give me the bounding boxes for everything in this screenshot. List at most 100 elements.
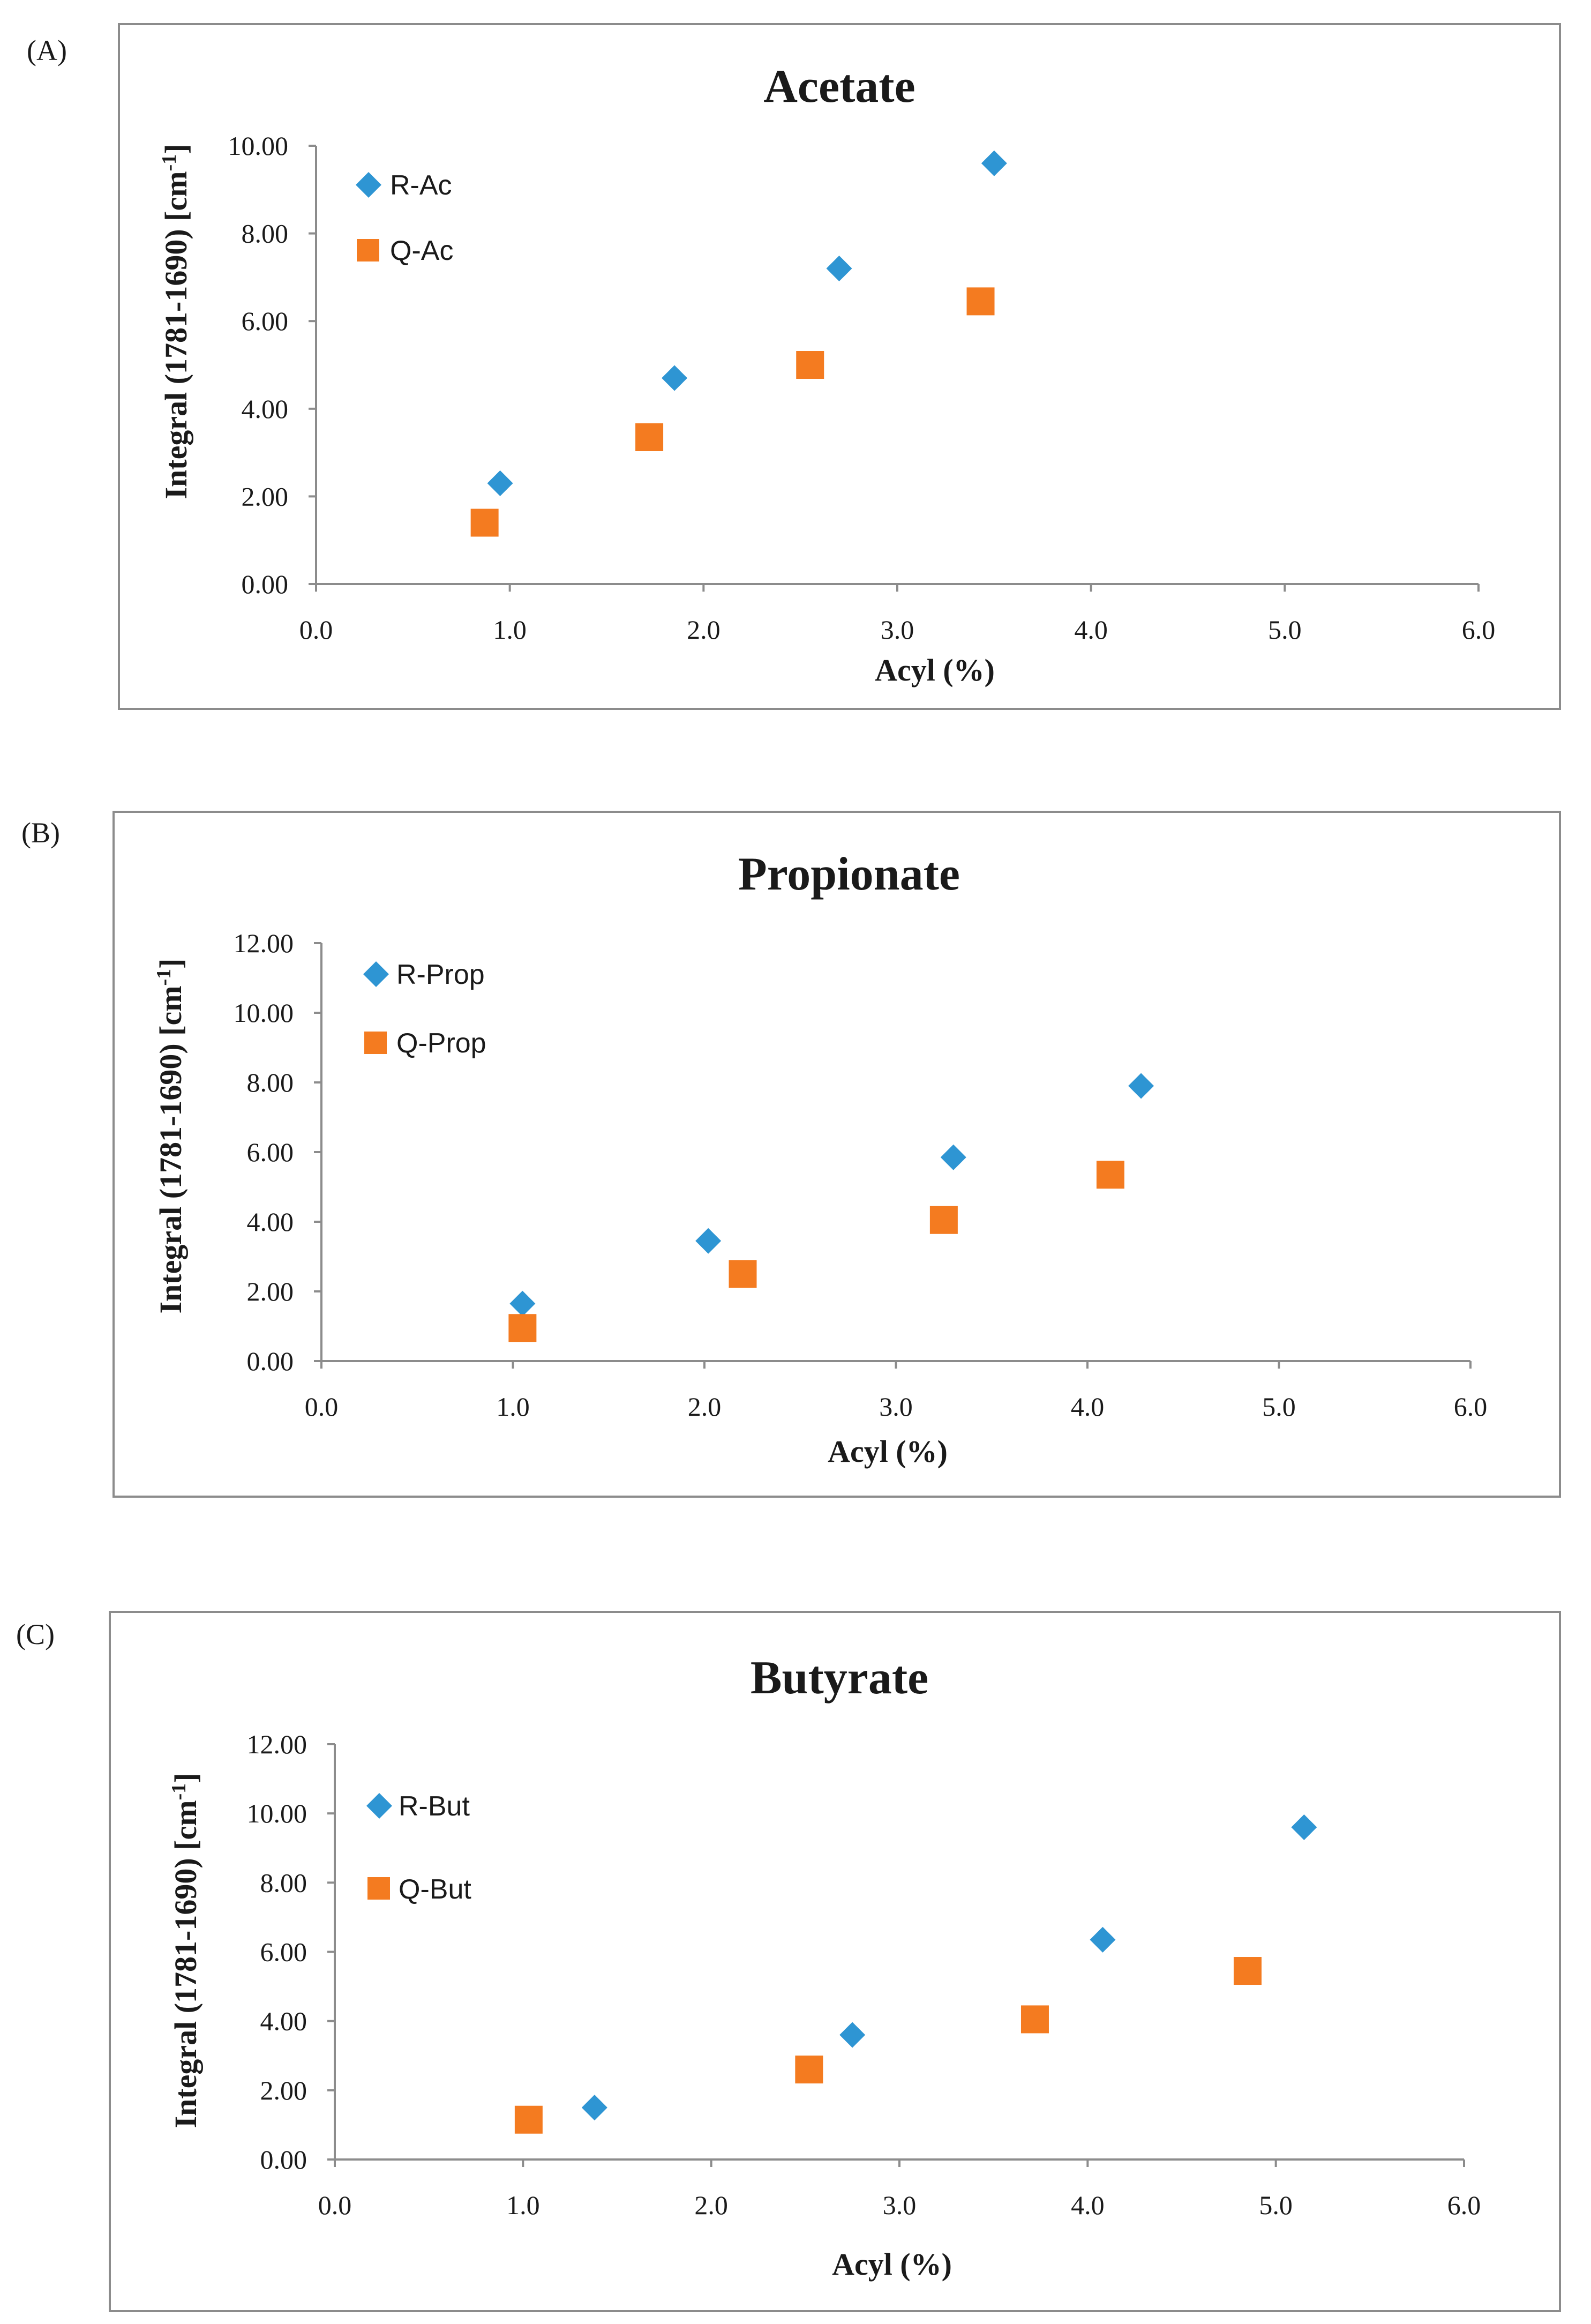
- chart-c-title: Butyrate: [751, 1652, 928, 1704]
- chart-b-x-tick-label: 1.0: [496, 1392, 530, 1422]
- legend-c-q-marker: [367, 1877, 390, 1900]
- legend-a-q-marker: [357, 239, 379, 261]
- chart-b-x-tick-label: 2.0: [688, 1392, 722, 1422]
- chart-c-x-tick-label: 3.0: [883, 2190, 917, 2220]
- chart-c-point-q-but-3: [1020, 2005, 1049, 2034]
- chart-a-x-tick-label: 5.0: [1268, 615, 1302, 645]
- chart-a-point-q-ac-2: [635, 423, 664, 451]
- chart-c: (C) Butyrate Integral (1781-1690) [cm-1]…: [16, 1611, 1561, 2312]
- chart-b-point-r-prop-4: [1128, 1073, 1154, 1099]
- chart-b-frame: [112, 811, 1561, 1498]
- chart-a-x-tick-label: 6.0: [1462, 615, 1496, 645]
- chart-a-x-tick-label: 4.0: [1074, 615, 1108, 645]
- chart-c-frame: [109, 1611, 1561, 2312]
- chart-a-ylabel: Integral (1781-1690) [cm-1]: [158, 144, 193, 499]
- chart-b-point-r-prop-3: [940, 1144, 966, 1170]
- chart-b-y-tick-label: 0.00: [247, 1346, 294, 1376]
- chart-a: (A) Acetate Integral (1781-1690) [cm-1] …: [27, 23, 1561, 710]
- legend-b-r-marker: [363, 961, 389, 987]
- chart-c-xlabel: Acyl (%): [832, 2247, 952, 2282]
- chart-a-y-tick-label: 8.00: [242, 219, 289, 249]
- chart-b-x-tick-label: 5.0: [1262, 1392, 1296, 1422]
- chart-c-y-tick-label: 8.00: [260, 1867, 307, 1897]
- chart-a-x-tick-label: 0.0: [299, 615, 333, 645]
- chart-a-y-tick-label: 10.00: [228, 131, 289, 161]
- chart-c-point-q-but-4: [1233, 1957, 1262, 1985]
- legend-c-r-label: R-But: [399, 1791, 470, 1822]
- legend-c-r-marker: [366, 1793, 392, 1819]
- chart-b-ylabel: Integral (1781-1690) [cm-1]: [153, 958, 188, 1313]
- chart-a-y-tick-label: 2.00: [242, 481, 289, 511]
- chart-c-y-tick-label: 12.00: [247, 1729, 307, 1759]
- chart-c-plot: 0.00 2.00 4.00 6.00 8.00 10.00 12.00 0.0 1.0 2.0 3…: [247, 1729, 1481, 2220]
- chart-a-title: Acetate: [763, 61, 915, 113]
- chart-c-point-q-but-1: [514, 2105, 543, 2134]
- chart-a-point-q-ac-3: [796, 351, 824, 379]
- chart-a-xlabel: Acyl (%): [875, 653, 995, 688]
- chart-b-y-tick-label: 8.00: [247, 1067, 294, 1097]
- chart-b-y-tick-label: 2.00: [247, 1276, 294, 1306]
- chart-c-x-tick-label: 6.0: [1447, 2190, 1481, 2220]
- chart-c-y-tick-label: 2.00: [260, 2075, 307, 2105]
- panel-label-b: (B): [21, 817, 60, 849]
- chart-a-point-r-ac-2: [662, 365, 688, 391]
- chart-a-x-tick-label: 1.0: [493, 615, 527, 645]
- panel-label-c: (C): [16, 1618, 55, 1650]
- chart-a-x-tick-label: 2.0: [687, 615, 721, 645]
- legend-c-q-label: Q-But: [399, 1874, 471, 1905]
- chart-b: (B) Propionate Integral (1781-1690) [cm-…: [21, 811, 1561, 1498]
- chart-c-x-tick-label: 0.0: [318, 2190, 352, 2220]
- chart-a-y-tick-label: 4.00: [242, 394, 289, 424]
- chart-b-xlabel: Acyl (%): [828, 1434, 948, 1469]
- chart-c-x-tick-label: 1.0: [506, 2190, 540, 2220]
- chart-c-point-r-but-1: [581, 2095, 607, 2121]
- legend-b-r-label: R-Prop: [396, 959, 485, 990]
- legend-b-q-label: Q-Prop: [396, 1028, 486, 1059]
- chart-a-point-r-ac-1: [487, 470, 513, 496]
- chart-b-point-q-prop-3: [929, 1206, 958, 1234]
- chart-a-point-r-ac-4: [981, 150, 1007, 176]
- chart-b-x-tick-label: 6.0: [1454, 1392, 1488, 1422]
- chart-a-x-tick-label: 3.0: [881, 615, 914, 645]
- chart-a-frame: [118, 23, 1561, 710]
- chart-c-point-r-but-4: [1291, 1814, 1317, 1840]
- chart-b-x-tick-label: 0.0: [305, 1392, 339, 1422]
- chart-a-y-tick-label: 6.00: [242, 306, 289, 336]
- legend-a-q-label: Q-Ac: [390, 235, 453, 266]
- chart-b-point-r-prop-2: [695, 1228, 722, 1254]
- chart-c-y-tick-label: 0.00: [260, 2144, 307, 2174]
- chart-b-y-tick-label: 12.00: [234, 928, 294, 958]
- chart-c-y-tick-label: 4.00: [260, 2006, 307, 2036]
- chart-b-x-tick-label: 3.0: [879, 1392, 913, 1422]
- chart-b-title: Propionate: [738, 848, 960, 900]
- chart-c-y-tick-label: 6.00: [260, 1937, 307, 1967]
- chart-c-y-tick-label: 10.00: [247, 1798, 307, 1828]
- legend-a-r-marker: [356, 172, 381, 198]
- chart-b-point-r-prop-1: [509, 1290, 536, 1317]
- chart-b-y-tick-label: 4.00: [247, 1207, 294, 1237]
- chart-b-point-q-prop-4: [1096, 1161, 1124, 1189]
- chart-a-point-q-ac-4: [966, 287, 995, 316]
- chart-b-x-tick-label: 4.0: [1071, 1392, 1105, 1422]
- chart-c-x-tick-label: 2.0: [694, 2190, 728, 2220]
- chart-a-point-r-ac-3: [826, 256, 852, 282]
- chart-a-point-q-ac-1: [470, 509, 499, 537]
- chart-b-plot: 0.00 2.00 4.00 6.00 8.00 10.00 12.00 0.0 1.0 2.0 3…: [234, 928, 1488, 1422]
- chart-c-legend: R-But Q-But: [366, 1791, 471, 1905]
- chart-c-point-r-but-2: [839, 2022, 866, 2048]
- chart-c-point-q-but-2: [795, 2056, 823, 2084]
- chart-b-legend: R-Prop Q-Prop: [363, 959, 486, 1059]
- legend-b-q-marker: [364, 1032, 387, 1054]
- chart-b-point-q-prop-2: [729, 1260, 757, 1288]
- panel-label-a: (A): [27, 34, 67, 66]
- chart-c-point-r-but-3: [1090, 1926, 1116, 1953]
- chart-a-legend: R-Ac Q-Ac: [356, 170, 453, 266]
- chart-b-point-q-prop-1: [508, 1314, 537, 1342]
- chart-b-y-tick-label: 6.00: [247, 1137, 294, 1167]
- chart-a-plot: 0.00 2.00 4.00 6.00 8.00 10.00 0.0 1.0 2.0 3.0 4.0…: [228, 131, 1496, 645]
- chart-c-ylabel: Integral (1781-1690) [cm-1]: [168, 1773, 203, 2128]
- chart-b-y-tick-label: 10.00: [234, 998, 294, 1028]
- legend-a-r-label: R-Ac: [390, 170, 452, 201]
- chart-a-y-tick-label: 0.00: [242, 569, 289, 599]
